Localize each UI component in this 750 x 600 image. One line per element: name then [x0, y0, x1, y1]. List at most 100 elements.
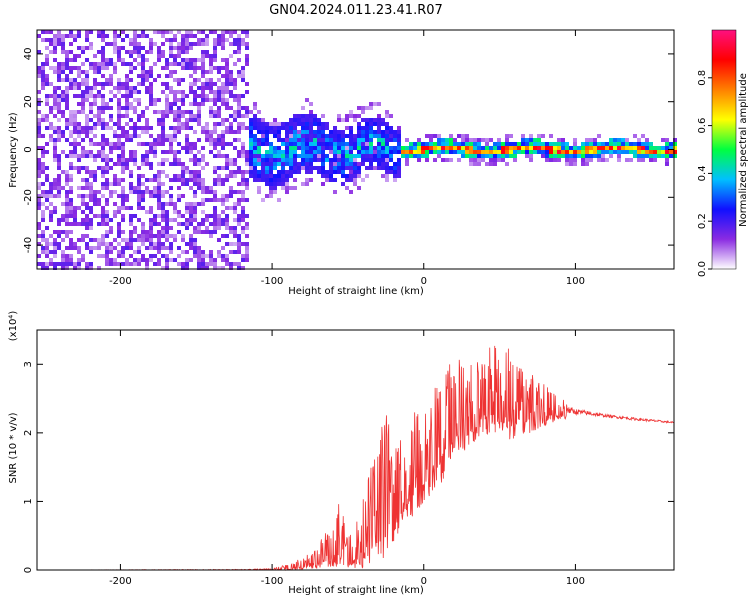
spectrogram-cell [181, 62, 185, 66]
spectrogram-cell [305, 182, 309, 186]
spectrogram-cell [321, 114, 325, 118]
spectrogram-cell [57, 178, 61, 182]
spectrogram-cell [65, 122, 69, 126]
spectrogram-cell [485, 162, 489, 166]
spectrogram-cell [157, 98, 161, 102]
spectrogram-cell [345, 158, 349, 162]
spectrogram-cell [241, 114, 245, 118]
spectrogram-cell [329, 150, 333, 154]
spectrogram-cell [245, 198, 249, 202]
spectrogram-cell [229, 142, 233, 146]
spectrogram-cell [201, 198, 205, 202]
spectrogram-cell [349, 170, 353, 174]
spectrogram-cell [349, 158, 353, 162]
spectrogram-cell [69, 42, 73, 46]
spectrogram-cell [193, 242, 197, 246]
spectrogram-cell [289, 138, 293, 142]
spectrogram-cell [157, 30, 161, 34]
spectrogram-cell [81, 106, 85, 110]
spectrogram-cell [145, 154, 149, 158]
spectrogram-cell [129, 234, 133, 238]
spectrogram-cell [289, 134, 293, 138]
spectrogram-cell [377, 138, 381, 142]
spectrogram-cell [469, 158, 473, 162]
spectrogram-cell [389, 146, 393, 150]
spectrogram-cell [101, 210, 105, 214]
spectrogram-cell [421, 142, 425, 146]
spectrogram-cell [177, 214, 181, 218]
spectrogram-cell [93, 158, 97, 162]
spectrogram-cell [225, 90, 229, 94]
spectrogram-cell [573, 150, 577, 154]
spectrogram-cell [245, 158, 249, 162]
spectrogram-cell [73, 78, 77, 82]
spectrogram-cell [481, 138, 485, 142]
spectrogram-cell [37, 262, 41, 266]
spectrogram-cell [217, 66, 221, 70]
spectrogram-cell [305, 154, 309, 158]
spectrogram-cell [181, 94, 185, 98]
spectrogram-cell [177, 230, 181, 234]
spectrogram-cell [141, 66, 145, 70]
spectrogram-cell [545, 158, 549, 162]
spectrogram-cell [109, 226, 113, 230]
spectrogram-cell [241, 66, 245, 70]
spectrogram-cell [377, 114, 381, 118]
spectrogram-cell [297, 162, 301, 166]
spectrogram-cell [149, 134, 153, 138]
spectrogram-cell [197, 258, 201, 262]
spectrogram-cell [49, 214, 53, 218]
spectrogram-cell [293, 138, 297, 142]
spectrogram-cell [209, 230, 213, 234]
spectrogram-cell [97, 110, 101, 114]
spectrogram-cell [229, 106, 233, 110]
spectrogram-cell [61, 90, 65, 94]
spectrogram-cell [193, 250, 197, 254]
spectrogram-cell [177, 30, 181, 34]
spectrogram-cell [53, 106, 57, 110]
spectrogram-cell [37, 166, 41, 170]
spectrogram-cell [149, 46, 153, 50]
spectrogram-cell [629, 142, 633, 146]
spectrogram-cell [549, 146, 553, 150]
spectrogram-cell [109, 150, 113, 154]
spectrogram-cell [377, 126, 381, 130]
spectrogram-cell [193, 162, 197, 166]
spectrogram-cell [149, 218, 153, 222]
spectrogram-cell [297, 166, 301, 170]
spectrogram-cell [85, 166, 89, 170]
spectrogram-cell [241, 178, 245, 182]
spectrogram-cell [101, 186, 105, 190]
spectrogram-cell [229, 158, 233, 162]
spectrogram-cell [389, 170, 393, 174]
spectrogram-cell [645, 150, 649, 154]
spectrogram-cell [361, 110, 365, 114]
spectrogram-cell [169, 46, 173, 50]
spectrogram-cell [289, 130, 293, 134]
spectrogram-cell [309, 110, 313, 114]
spectrogram-cell [213, 198, 217, 202]
spectrogram-cell [49, 218, 53, 222]
spectrogram-cell [237, 150, 241, 154]
spectrogram-cell [245, 34, 249, 38]
spectrogram-cell [577, 146, 581, 150]
spectrogram-cell [41, 170, 45, 174]
spectrogram-cell [149, 246, 153, 250]
spectrogram-cell [149, 210, 153, 214]
spectrogram-cell [61, 46, 65, 50]
spectrogram-cell [605, 158, 609, 162]
spectrogram-cell [221, 166, 225, 170]
spectrogram-cell [245, 46, 249, 50]
spectrogram-cell [253, 162, 257, 166]
spectrogram-cell [377, 102, 381, 106]
spectrogram-cell [381, 146, 385, 150]
spectrogram-cell [213, 130, 217, 134]
spectrogram-cell [197, 122, 201, 126]
spectrogram-cell [153, 102, 157, 106]
spectrogram-cell [241, 190, 245, 194]
spectrogram-cell [117, 78, 121, 82]
spectrogram-cell [365, 166, 369, 170]
spectrogram-cell [89, 262, 93, 266]
spectrogram-cell [217, 198, 221, 202]
